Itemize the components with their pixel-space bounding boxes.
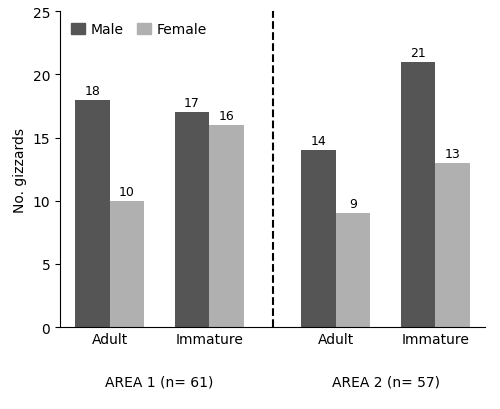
Bar: [209, 126, 244, 327]
Bar: [76, 101, 110, 327]
Text: 14: 14: [310, 135, 326, 148]
Bar: [336, 214, 370, 327]
Y-axis label: No. gizzards: No. gizzards: [13, 127, 27, 212]
Bar: [175, 113, 209, 327]
Text: 17: 17: [184, 97, 200, 110]
Text: AREA 1 (n= 61): AREA 1 (n= 61): [106, 375, 214, 389]
Bar: [401, 63, 436, 327]
Text: 21: 21: [410, 47, 426, 60]
Text: 16: 16: [218, 110, 234, 123]
Text: 18: 18: [84, 84, 100, 97]
Text: AREA 2 (n= 57): AREA 2 (n= 57): [332, 375, 440, 389]
Text: 9: 9: [349, 198, 357, 211]
Text: 13: 13: [444, 147, 460, 160]
Bar: [110, 201, 144, 327]
Bar: [302, 151, 336, 327]
Text: 10: 10: [119, 185, 135, 198]
Legend: Male, Female: Male, Female: [67, 19, 212, 41]
Bar: [436, 164, 470, 327]
